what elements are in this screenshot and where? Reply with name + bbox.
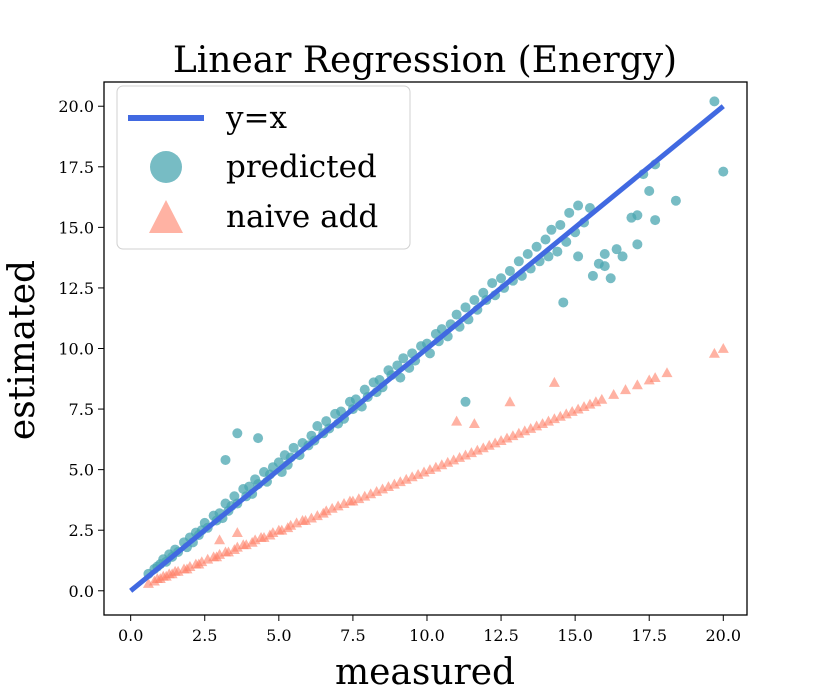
y-tick-label: 7.5 [69,400,94,419]
legend-label-predicted: predicted [226,149,377,185]
predicted-point [513,256,524,267]
legend-label-y-equals-x: y=x [225,100,287,136]
y-tick-label: 5.0 [69,461,94,480]
y-tick-label: 10.0 [58,340,94,359]
predicted-point [546,224,557,235]
predicted-point [522,249,533,260]
predicted-point [531,241,542,252]
predicted-point [232,428,243,439]
predicted-point [496,273,507,284]
y-equals-x-series [129,104,725,593]
predicted-point [670,195,681,206]
x-tick-label: 10.0 [409,626,445,645]
predicted-point [312,421,323,432]
naive-add-point [620,384,632,395]
x-tick-label: 2.5 [192,626,217,645]
naive-add-point [504,396,516,407]
legend-label-naive-add: naive add [226,199,378,235]
naive-add-point [708,347,720,358]
naive-add-point [596,393,608,404]
predicted-point [650,215,661,226]
naive-add-point [548,376,560,387]
predicted-point [552,246,563,257]
y-tick-label: 12.5 [58,279,94,298]
legend-box [116,85,411,250]
predicted-point [253,433,264,444]
x-tick-label: 5.0 [266,626,291,645]
x-tick-label: 20.0 [705,626,741,645]
predicted-point [564,207,575,218]
y-tick-label: 0.0 [69,582,94,601]
naive-add-point [661,367,673,378]
predicted-point [632,210,643,221]
predicted-point [709,96,720,107]
predicted-point [487,278,498,289]
x-axis-label: measured [335,652,515,692]
predicted-point [469,295,480,306]
predicted-point [605,273,616,284]
naive-add-point [468,418,480,429]
y-tick-label: 2.5 [69,521,94,540]
y-axis-label: estimated [2,260,43,440]
predicted-point [460,302,471,313]
y-equals-x-line [129,104,725,593]
x-tick-label: 0.0 [118,626,143,645]
x-tick-label: 15.0 [557,626,593,645]
naive-add-point [649,372,661,382]
predicted-point [220,454,231,465]
x-tick-label: 12.5 [483,626,519,645]
y-tick-label: 15.0 [58,218,94,237]
naive-add-point [231,527,243,538]
naive-add-point [717,343,729,353]
legend-naive-marker [149,200,183,233]
predicted-point [599,249,610,260]
predicted-point [573,251,584,262]
y-tick-label: 20.0 [58,97,94,116]
predicted-point [644,186,655,197]
naive-add-point [451,415,463,426]
x-tick-label: 17.5 [631,626,667,645]
predicted-point [573,200,584,211]
chart-title: Linear Regression (Energy) [173,40,677,81]
predicted-point [555,219,566,230]
naive-add-point [608,389,620,399]
predicted-point [617,251,628,262]
legend-predicted-marker [150,151,182,183]
predicted-point [540,234,551,245]
predicted-point [599,261,610,272]
legend: y=x predicted naive add [116,85,411,250]
predicted-point [451,309,462,320]
predicted-point [611,244,622,255]
y-axis-ticks: 0.0 2.5 5.0 7.5 10.0 12.5 15.0 17.5 20.0 [58,97,104,601]
x-axis-ticks: 0.0 2.5 5.0 7.5 10.0 12.5 15.0 17.5 20.0 [118,615,741,645]
naive-add-series [142,343,729,588]
y-tick-label: 17.5 [58,158,94,177]
naive-add-point [631,379,643,390]
predicted-point [718,166,729,177]
x-tick-label: 7.5 [340,626,365,645]
predicted-point [288,442,299,453]
predicted-point [587,270,598,281]
predicted-point [632,239,643,250]
naive-add-point [214,534,226,545]
predicted-point [558,297,569,308]
predicted-point [460,396,471,407]
predicted-point [398,353,409,364]
predicted-point [504,265,515,276]
